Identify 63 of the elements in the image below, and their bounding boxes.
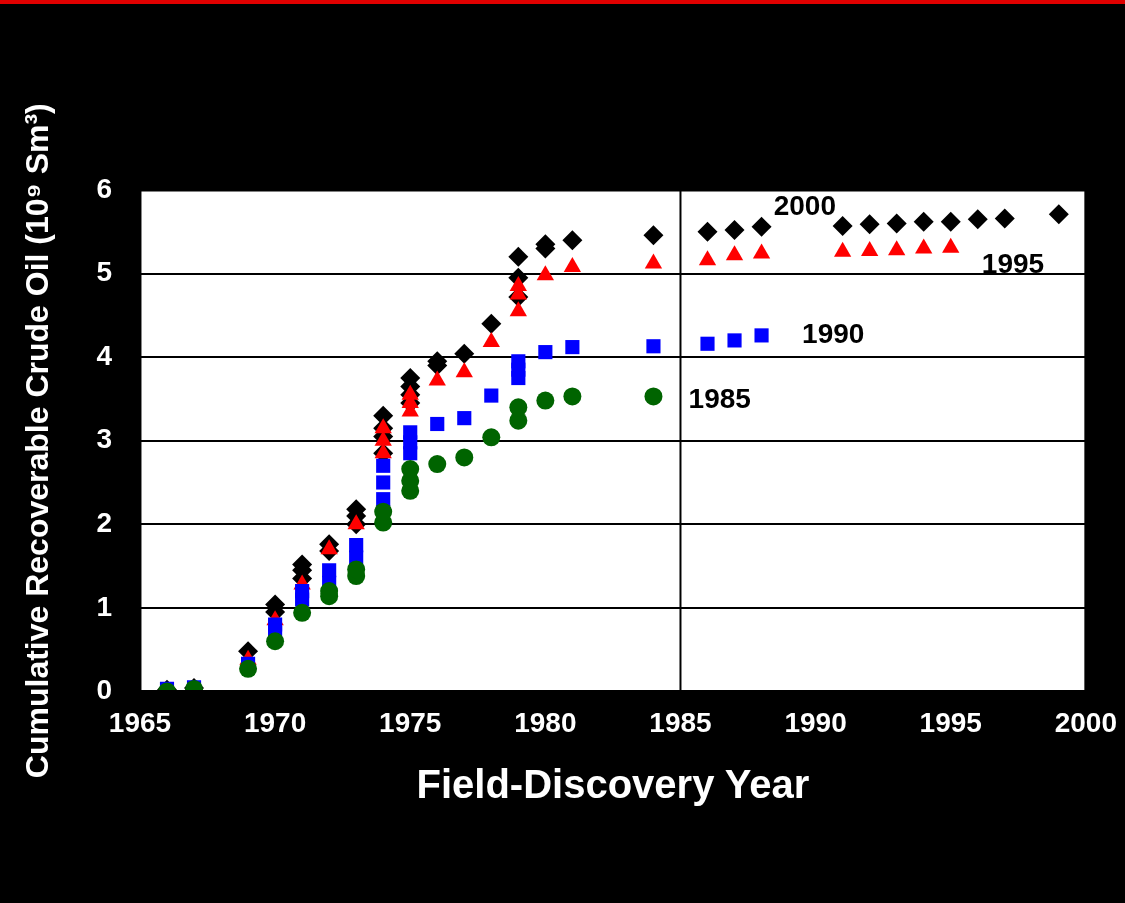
- point: [1048, 204, 1069, 225]
- point: [455, 448, 474, 467]
- point: [511, 354, 526, 369]
- y-tick-label: 5: [96, 256, 112, 288]
- x-tick-label: 1980: [514, 706, 577, 738]
- point: [508, 246, 529, 267]
- x-tick-label: 1970: [243, 706, 307, 738]
- y-tick-label: 1: [96, 590, 112, 622]
- point: [454, 343, 475, 364]
- point: [940, 211, 961, 232]
- point: [562, 230, 583, 251]
- x-tick-label: 1990: [784, 706, 847, 738]
- point: [536, 391, 555, 410]
- y-tick-label: 4: [96, 339, 113, 371]
- series-label: 1995: [981, 247, 1045, 279]
- point: [457, 411, 472, 426]
- series-label: 1985: [688, 383, 751, 415]
- series-label: 1990: [802, 318, 865, 350]
- point: [700, 336, 715, 351]
- x-tick-label: 2000: [1054, 706, 1117, 738]
- point: [859, 214, 880, 235]
- point: [484, 388, 499, 403]
- point: [403, 425, 418, 440]
- x-tick-label: 1965: [108, 706, 172, 738]
- point: [565, 340, 580, 355]
- y-axis-title: Cumulative Recoverable Crude Oil (10⁹ Sm³): [19, 103, 56, 779]
- point: [293, 603, 312, 622]
- point: [754, 328, 769, 343]
- point: [428, 455, 447, 474]
- point: [697, 221, 718, 242]
- x-tick-label: 1995: [919, 706, 982, 738]
- y-tick-label: 0: [96, 674, 112, 706]
- x-axis-title: Field-Discovery Year: [416, 762, 810, 807]
- point: [643, 225, 664, 246]
- point: [751, 216, 772, 237]
- point: [727, 333, 742, 348]
- x-tick-label: 1985: [649, 706, 712, 738]
- y-tick-label: 3: [96, 423, 112, 455]
- point: [376, 458, 391, 473]
- point: [967, 209, 988, 230]
- point: [239, 659, 258, 678]
- series-label: 2000: [773, 190, 837, 222]
- point: [295, 584, 310, 599]
- point: [724, 220, 745, 241]
- point: [482, 428, 501, 447]
- point: [430, 416, 445, 432]
- point: [268, 617, 283, 632]
- point: [644, 387, 663, 406]
- point: [994, 208, 1015, 229]
- point: [349, 538, 364, 553]
- point: [322, 563, 337, 578]
- x-tick-label: 1975: [379, 706, 442, 738]
- y-tick-label: 6: [96, 172, 112, 204]
- y-tick-label: 2: [96, 506, 112, 538]
- point: [886, 213, 907, 234]
- point: [832, 215, 853, 236]
- point: [563, 387, 582, 406]
- point: [376, 475, 391, 490]
- point: [266, 632, 285, 651]
- point: [646, 339, 661, 354]
- point: [538, 345, 553, 360]
- point: [913, 211, 934, 232]
- point: [481, 313, 502, 334]
